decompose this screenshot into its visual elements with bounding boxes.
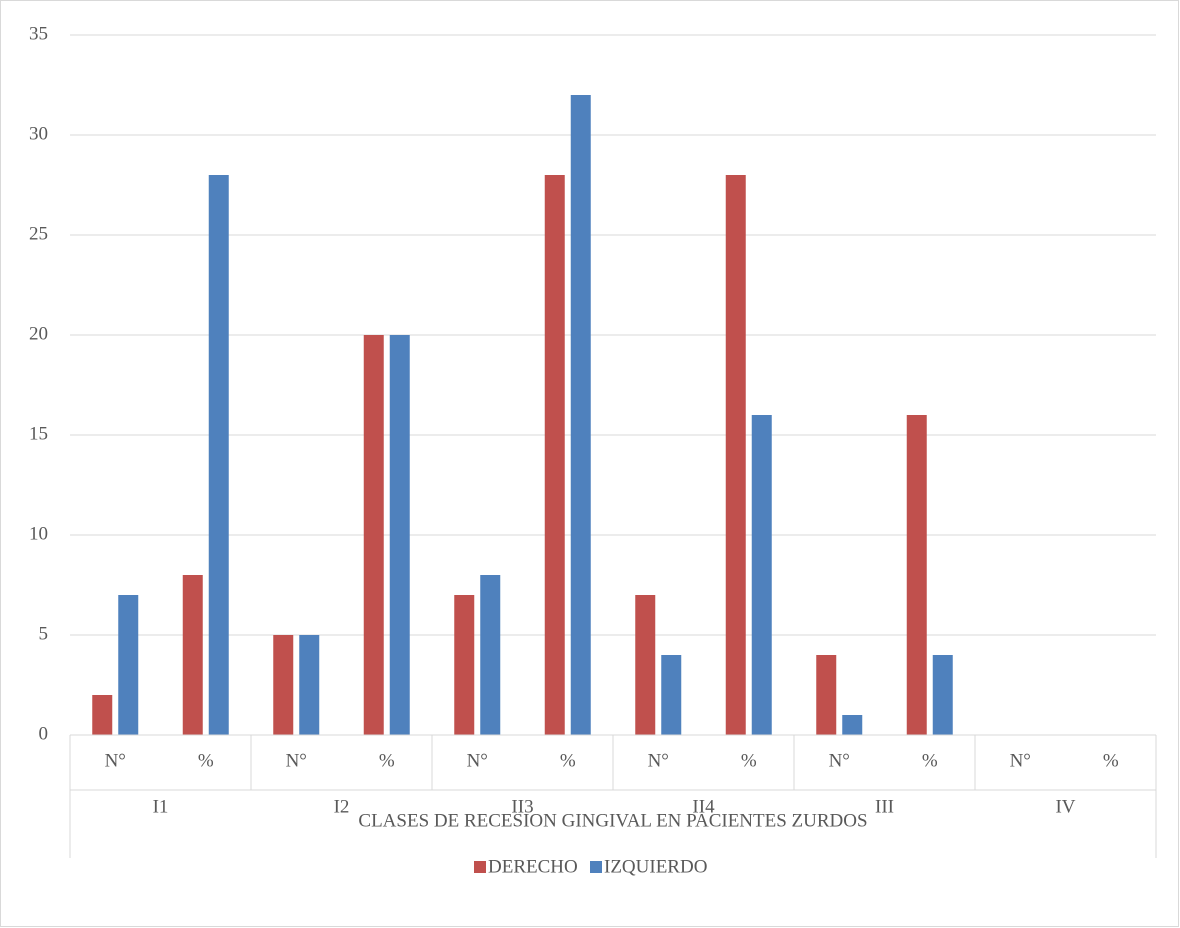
x-tick-label: N° <box>467 750 488 771</box>
y-tick-label: 10 <box>29 523 48 544</box>
x-tick-label: N° <box>286 750 307 771</box>
bar <box>480 575 501 735</box>
group-label: III <box>875 796 894 817</box>
y-tick-label: 35 <box>29 23 48 44</box>
legend-swatch <box>590 861 602 873</box>
group-label: I1 <box>153 796 169 817</box>
bar <box>661 655 682 735</box>
y-tick-label: 30 <box>29 123 48 144</box>
y-tick-label: 0 <box>39 723 49 744</box>
bar <box>299 635 320 735</box>
group-label: II4 <box>692 796 715 817</box>
legend-label: IZQUIERDO <box>604 856 707 877</box>
x-tick-label: N° <box>648 750 669 771</box>
bar <box>389 335 410 735</box>
x-axis-title: CLASES DE RECESION GINGIVAL EN PACIENTES… <box>358 810 867 831</box>
x-tick-label: % <box>198 750 214 771</box>
bar <box>273 635 294 735</box>
bar <box>725 175 746 735</box>
group-label: IV <box>1055 796 1075 817</box>
x-tick-label: % <box>741 750 757 771</box>
bar <box>92 695 113 735</box>
bar <box>932 655 953 735</box>
legend-swatch <box>474 861 486 873</box>
x-tick-label: N° <box>829 750 850 771</box>
bar <box>751 415 772 735</box>
bar <box>118 595 139 735</box>
x-tick-label: % <box>922 750 938 771</box>
bar <box>363 335 384 735</box>
bar <box>208 175 229 735</box>
x-tick-label: N° <box>1010 750 1031 771</box>
bar <box>544 175 565 735</box>
x-tick-label: % <box>1103 750 1119 771</box>
bar <box>816 655 837 735</box>
y-tick-label: 20 <box>29 323 48 344</box>
group-label: I2 <box>334 796 350 817</box>
x-tick-label: % <box>560 750 576 771</box>
y-tick-label: 15 <box>29 423 48 444</box>
bar <box>842 715 863 735</box>
bar <box>570 95 591 735</box>
y-tick-label: 25 <box>29 223 48 244</box>
bar <box>635 595 656 735</box>
bar <box>454 595 475 735</box>
group-label: II3 <box>511 796 533 817</box>
x-tick-label: N° <box>105 750 126 771</box>
bar <box>182 575 203 735</box>
x-tick-label: % <box>379 750 395 771</box>
y-tick-label: 5 <box>39 623 49 644</box>
bar <box>906 415 927 735</box>
legend-label: DERECHO <box>488 856 578 877</box>
